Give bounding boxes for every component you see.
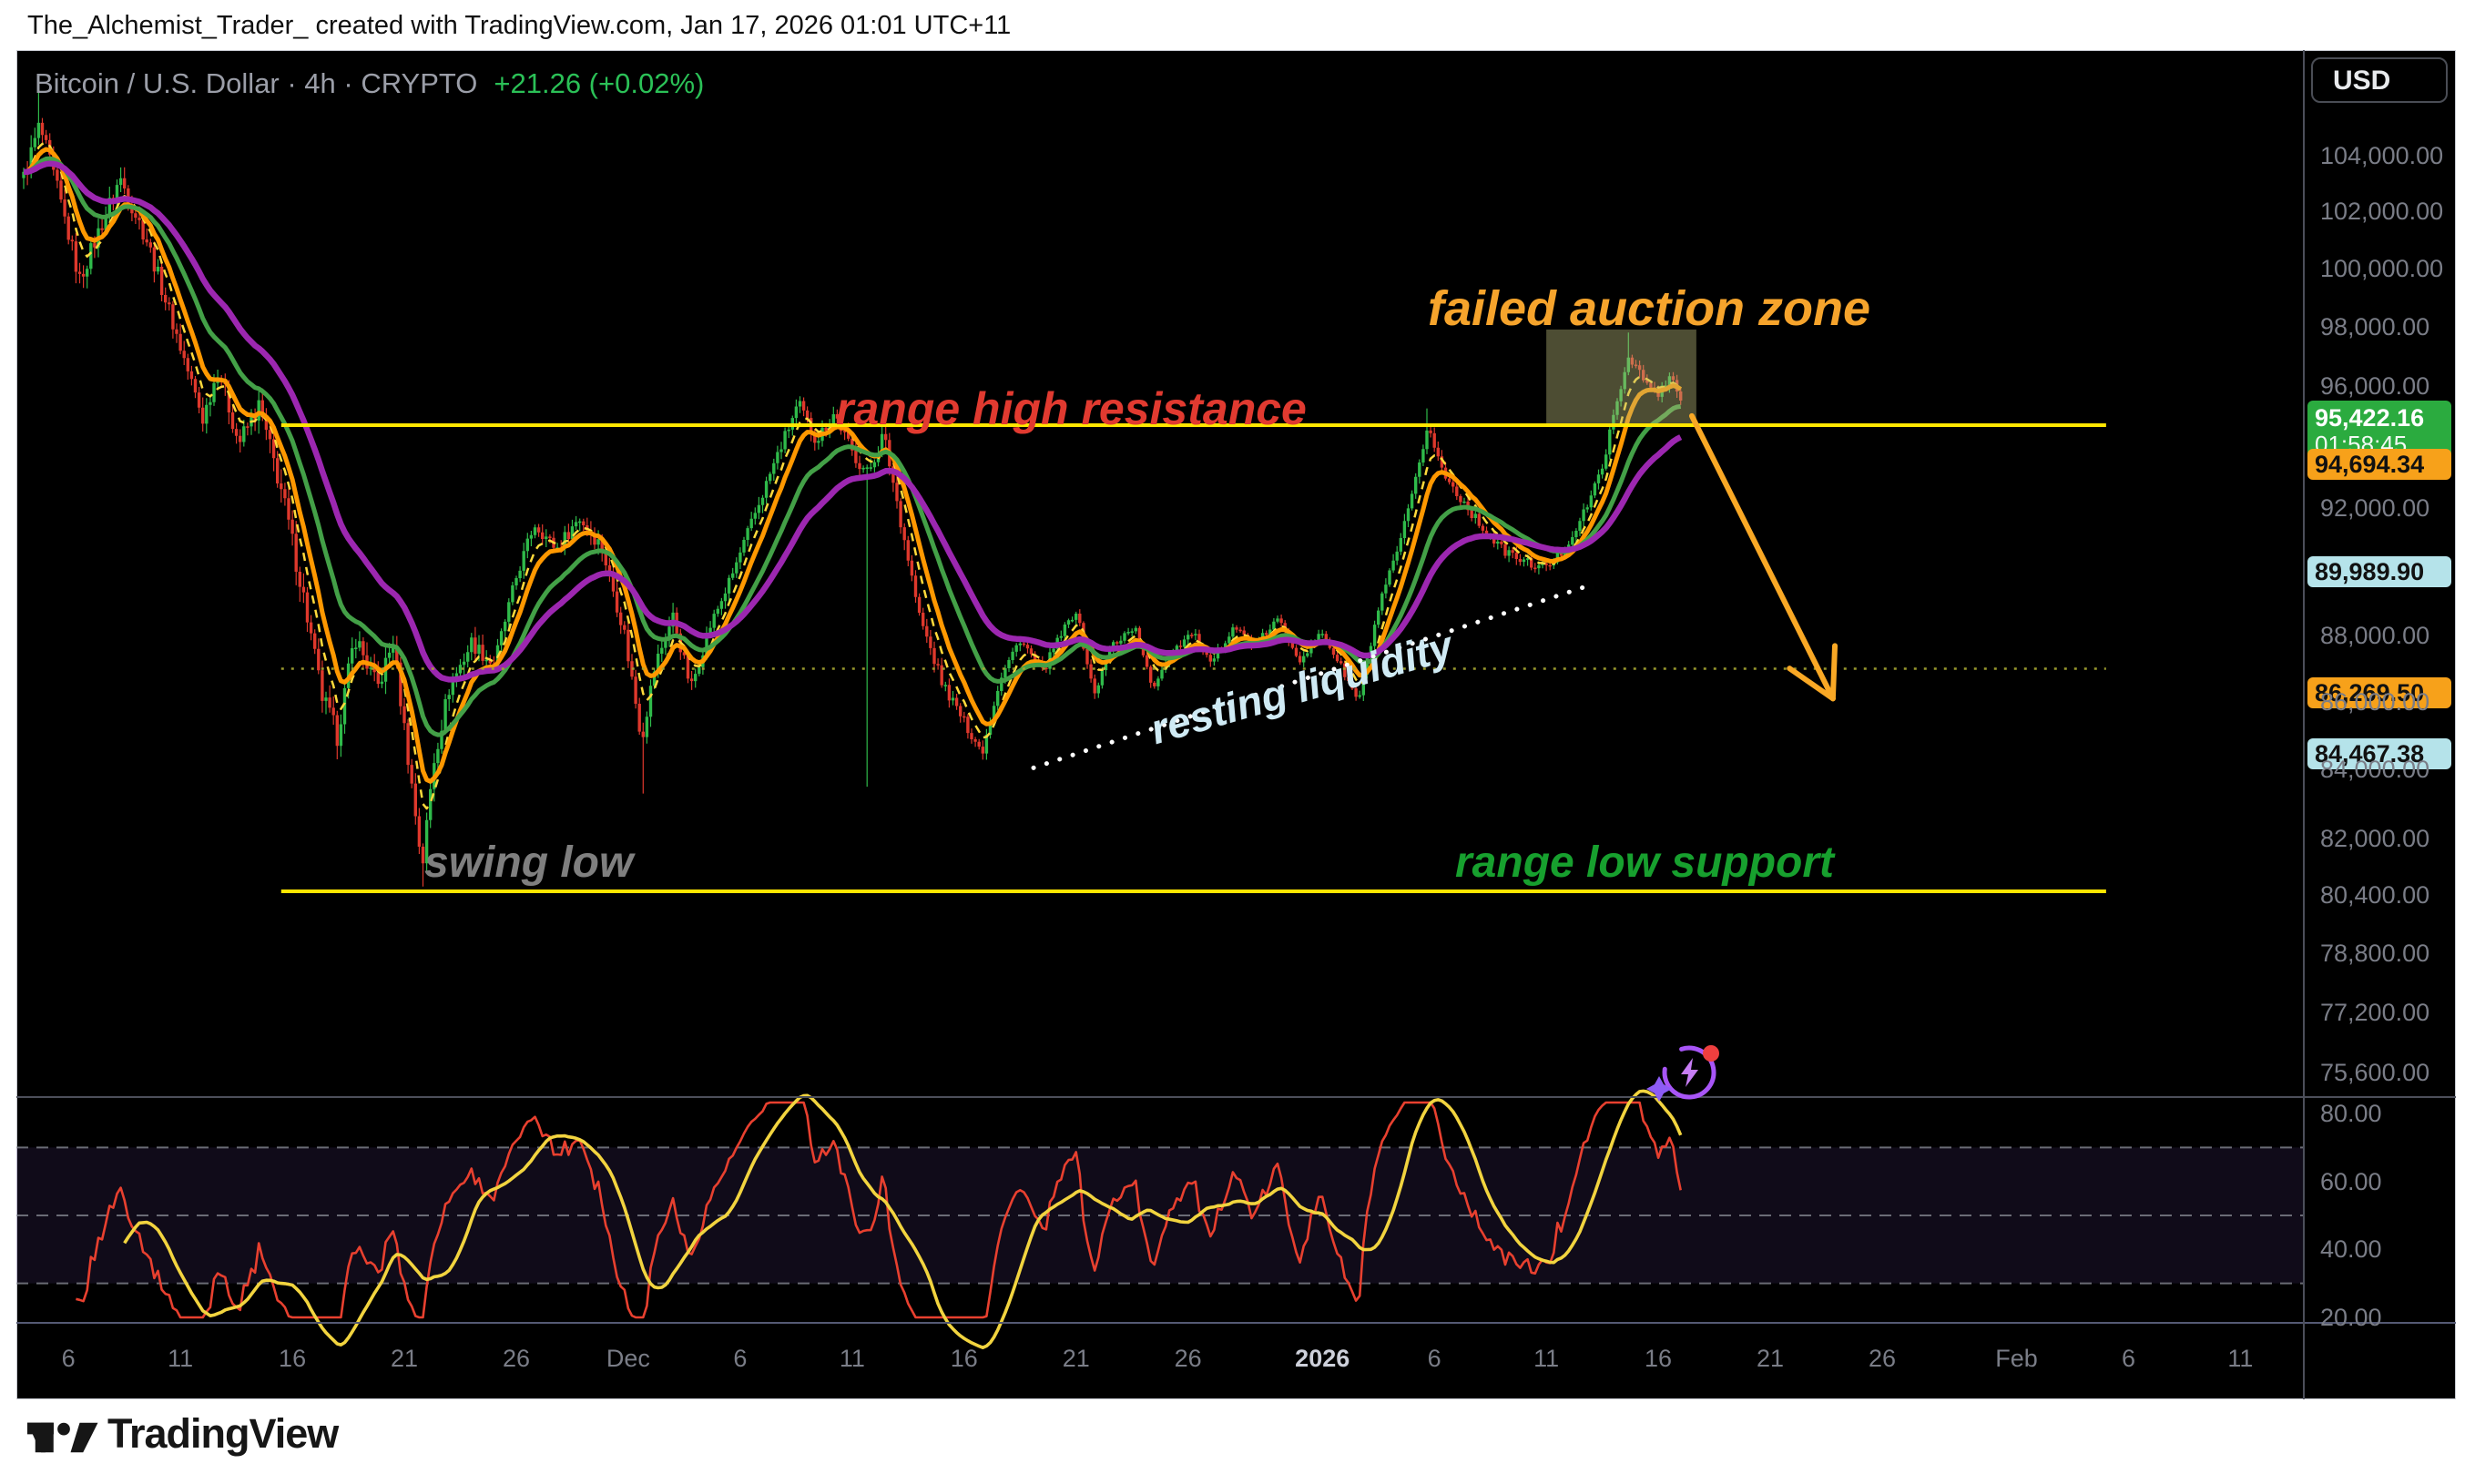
- level-price-badge: 86,269.50: [2307, 677, 2451, 709]
- price-tick-label: 98,000.00: [2320, 312, 2430, 341]
- tradingview-wordmark[interactable]: TradingView: [107, 1410, 339, 1457]
- level-price-badge: 84,467.38: [2307, 737, 2451, 769]
- time-tick-label: 11: [2227, 1345, 2254, 1372]
- last-price-value: 95,422.16: [2315, 403, 2425, 432]
- time-tick-label: 6: [1427, 1345, 1441, 1372]
- rsi-tick-label: 20.00: [2320, 1303, 2382, 1331]
- rsi-tick-label: 40.00: [2320, 1235, 2382, 1264]
- level-price-badge: 89,989.90: [2307, 555, 2451, 587]
- price-tick-label: 75,600.00: [2320, 1058, 2430, 1086]
- time-tick-label: 21: [390, 1345, 419, 1372]
- annotation-range-low-support[interactable]: range low support: [1455, 839, 1835, 887]
- time-tick-label: 6: [61, 1345, 76, 1372]
- time-axis[interactable]: 6 11 16 21 26 Dec 6 11 16 21 26 2026 6 11 16 21 26 Feb 6 11: [16, 1323, 2304, 1399]
- price-tick-label: 82,000.00: [2320, 825, 2430, 853]
- time-tick-label: 6: [2121, 1345, 2135, 1372]
- time-tick-label: 11: [168, 1345, 194, 1372]
- time-tick-label: 2026: [1295, 1345, 1350, 1372]
- price-tick-label: 92,000.00: [2320, 494, 2430, 523]
- attribution-text: The_Alchemist_Trader_ created with Tradi…: [27, 11, 1012, 40]
- footer-bar: TradingView: [0, 1399, 2475, 1484]
- time-tick-label: 21: [1062, 1345, 1090, 1372]
- price-change-text: +21.26 (+0.02%): [494, 67, 705, 99]
- price-tick-label: 80,400.00: [2320, 881, 2430, 910]
- time-tick-label: 26: [1174, 1345, 1202, 1372]
- level-price-badge: 94,694.34: [2307, 448, 2451, 480]
- time-tick-label: 16: [1645, 1345, 1673, 1372]
- attribution-bar: The_Alchemist_Trader_ created with Tradi…: [0, 0, 2475, 50]
- annotation-range-high-resistance[interactable]: range high resistance: [836, 383, 1307, 434]
- currency-usd-button[interactable]: USD: [2311, 57, 2448, 103]
- annotation-swing-low[interactable]: swing low: [424, 839, 634, 887]
- rsi-tick-label: 60.00: [2320, 1167, 2382, 1195]
- time-tick-label: 26: [502, 1345, 530, 1372]
- symbol-title: Bitcoin / U.S. Dollar · 4h · CRYPTO: [35, 67, 478, 99]
- time-tick-label: 16: [950, 1345, 978, 1372]
- price-tick-label: 88,000.00: [2320, 622, 2430, 650]
- price-tick-label: 102,000.00: [2320, 198, 2444, 226]
- price-tick-label: 86,000.00: [2320, 687, 2430, 716]
- time-tick-label: 26: [1868, 1345, 1896, 1372]
- time-tick-label: 11: [1533, 1345, 1560, 1372]
- price-axis[interactable]: USD 95,422.16 01:58:45 94,694.34 89,989.…: [2304, 50, 2456, 1399]
- time-tick-label: 21: [1756, 1345, 1785, 1372]
- price-tick-label: 84,000.00: [2320, 756, 2430, 784]
- price-tick-label: 100,000.00: [2320, 254, 2444, 282]
- time-tick-label: 16: [279, 1345, 307, 1372]
- time-tick-label: Feb: [1995, 1345, 2038, 1372]
- annotation-failed-auction-zone[interactable]: failed auction zone: [1428, 281, 1871, 336]
- price-tick-label: 104,000.00: [2320, 142, 2444, 170]
- price-tick-label: 96,000.00: [2320, 371, 2430, 400]
- price-tick-label: 78,800.00: [2320, 939, 2430, 967]
- time-tick-label: Dec: [606, 1345, 650, 1372]
- price-tick-label: 77,200.00: [2320, 998, 2430, 1026]
- tradingview-logo-icon[interactable]: [27, 1413, 100, 1462]
- time-tick-label: 11: [839, 1345, 865, 1372]
- time-tick-label: 6: [733, 1345, 748, 1372]
- symbol-legend[interactable]: Bitcoin / U.S. Dollar · 4h · CRYPTO +21.2…: [35, 67, 704, 100]
- rsi-tick-label: 80.00: [2320, 1100, 2382, 1127]
